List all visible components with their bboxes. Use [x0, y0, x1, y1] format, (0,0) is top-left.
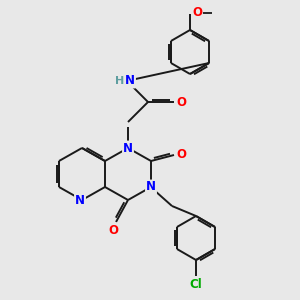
Text: N: N	[75, 194, 85, 206]
Text: N: N	[123, 142, 133, 154]
Text: Cl: Cl	[190, 278, 202, 292]
Text: N: N	[146, 181, 156, 194]
Text: N: N	[125, 74, 135, 88]
Text: O: O	[108, 224, 118, 236]
Text: O: O	[176, 95, 186, 109]
Text: H: H	[116, 76, 124, 86]
Text: O: O	[176, 148, 186, 161]
Text: O: O	[192, 7, 202, 20]
